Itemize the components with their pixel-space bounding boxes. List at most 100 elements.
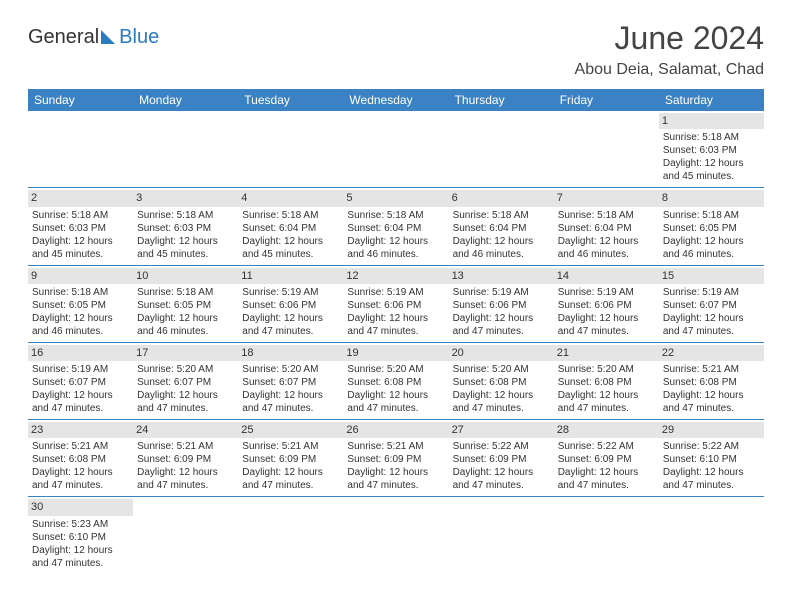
sunrise-text: Sunrise: 5:18 AM: [663, 209, 760, 222]
calendar-cell: [554, 497, 659, 574]
calendar-cell: 12 Sunrise: 5:19 AMSunset: 6:06 PMDayligh…: [343, 265, 448, 342]
calendar-row: 23Sunrise: 5:21 AMSunset: 6:08 PMDayligh…: [28, 420, 764, 497]
day-number: 5: [343, 190, 448, 206]
sunset-text: Sunset: 6:07 PM: [137, 376, 234, 389]
calendar-cell: 20Sunrise: 5:20 AMSunset: 6:08 PMDayligh…: [449, 342, 554, 419]
calendar-cell: 26Sunrise: 5:21 AMSunset: 6:09 PMDayligh…: [343, 420, 448, 497]
sunrise-text: Sunrise: 5:21 AM: [347, 440, 444, 453]
daylight-text: Daylight: 12 hours and 45 minutes.: [663, 157, 760, 183]
day-number: 27: [449, 422, 554, 438]
daylight-text: Daylight: 12 hours and 47 minutes.: [663, 389, 760, 415]
calendar-cell: 30Sunrise: 5:23 AMSunset: 6:10 PMDayligh…: [28, 497, 133, 574]
sunset-text: Sunset: 6:09 PM: [453, 453, 550, 466]
calendar-cell: [554, 111, 659, 188]
calendar-cell: 8Sunrise: 5:18 AMSunset: 6:05 PMDaylight…: [659, 188, 764, 265]
sunrise-text: Sunrise: 5:19 AM: [242, 286, 339, 299]
sunrise-text: Sunrise: 5:18 AM: [347, 209, 444, 222]
logo: General Blue: [28, 26, 159, 49]
sunrise-text: Sunrise: 5:18 AM: [663, 131, 760, 144]
calendar-cell: 22Sunrise: 5:21 AMSunset: 6:08 PMDayligh…: [659, 342, 764, 419]
daylight-text: Daylight: 12 hours and 47 minutes.: [32, 389, 129, 415]
day-number: 15: [659, 268, 764, 284]
sunrise-text: Sunrise: 5:18 AM: [242, 209, 339, 222]
sunset-text: Sunset: 6:04 PM: [242, 222, 339, 235]
day-number: 26: [343, 422, 448, 438]
calendar-cell: [659, 497, 764, 574]
sunset-text: Sunset: 6:08 PM: [347, 376, 444, 389]
sunset-text: Sunset: 6:05 PM: [32, 299, 129, 312]
calendar-row: 30Sunrise: 5:23 AMSunset: 6:10 PMDayligh…: [28, 497, 764, 574]
calendar-cell: 3Sunrise: 5:18 AMSunset: 6:03 PMDaylight…: [133, 188, 238, 265]
sunrise-text: Sunrise: 5:20 AM: [453, 363, 550, 376]
daylight-text: Daylight: 12 hours and 46 minutes.: [347, 235, 444, 261]
calendar-cell: 1Sunrise: 5:18 AMSunset: 6:03 PMDaylight…: [659, 111, 764, 188]
day-number: 6: [449, 190, 554, 206]
sunset-text: Sunset: 6:06 PM: [347, 299, 444, 312]
calendar-cell: 11Sunrise: 5:19 AMSunset: 6:06 PMDayligh…: [238, 265, 343, 342]
daylight-text: Daylight: 12 hours and 45 minutes.: [32, 235, 129, 261]
daylight-text: Daylight: 12 hours and 46 minutes.: [32, 312, 129, 338]
daylight-text: Daylight: 12 hours and 47 minutes.: [663, 312, 760, 338]
sunrise-text: Sunrise: 5:20 AM: [137, 363, 234, 376]
sunset-text: Sunset: 6:03 PM: [32, 222, 129, 235]
sunrise-text: Sunrise: 5:19 AM: [558, 286, 655, 299]
calendar-cell: [133, 497, 238, 574]
calendar-page: General Blue June 2024 Abou Deia, Salama…: [0, 0, 792, 594]
sunrise-text: Sunrise: 5:18 AM: [453, 209, 550, 222]
daylight-text: Daylight: 12 hours and 47 minutes.: [558, 312, 655, 338]
sunset-text: Sunset: 6:05 PM: [137, 299, 234, 312]
calendar-cell: 25Sunrise: 5:21 AMSunset: 6:09 PMDayligh…: [238, 420, 343, 497]
daylight-text: Daylight: 12 hours and 47 minutes.: [558, 466, 655, 492]
sunrise-text: Sunrise: 5:20 AM: [558, 363, 655, 376]
sunrise-text: Sunrise: 5:22 AM: [453, 440, 550, 453]
daylight-text: Daylight: 12 hours and 46 minutes.: [453, 235, 550, 261]
sunset-text: Sunset: 6:09 PM: [558, 453, 655, 466]
sunset-text: Sunset: 6:08 PM: [453, 376, 550, 389]
calendar-cell: 24Sunrise: 5:21 AMSunset: 6:09 PMDayligh…: [133, 420, 238, 497]
day-number: 25: [238, 422, 343, 438]
sunset-text: Sunset: 6:03 PM: [663, 144, 760, 157]
weekday-sun: Sunday: [28, 89, 133, 111]
logo-word2: Blue: [119, 26, 159, 49]
weekday-fri: Friday: [554, 89, 659, 111]
calendar-cell: 6Sunrise: 5:18 AMSunset: 6:04 PMDaylight…: [449, 188, 554, 265]
sunset-text: Sunset: 6:04 PM: [558, 222, 655, 235]
calendar-cell: [238, 111, 343, 188]
daylight-text: Daylight: 12 hours and 47 minutes.: [663, 466, 760, 492]
sunset-text: Sunset: 6:08 PM: [663, 376, 760, 389]
sunrise-text: Sunrise: 5:19 AM: [347, 286, 444, 299]
day-number: 12: [343, 268, 448, 284]
daylight-text: Daylight: 12 hours and 47 minutes.: [453, 466, 550, 492]
sunrise-text: Sunrise: 5:21 AM: [137, 440, 234, 453]
day-number: 9: [28, 268, 133, 284]
calendar-cell: 13Sunrise: 5:19 AMSunset: 6:06 PMDayligh…: [449, 265, 554, 342]
sunrise-text: Sunrise: 5:19 AM: [453, 286, 550, 299]
sunset-text: Sunset: 6:09 PM: [137, 453, 234, 466]
daylight-text: Daylight: 12 hours and 47 minutes.: [137, 389, 234, 415]
sunset-text: Sunset: 6:06 PM: [558, 299, 655, 312]
daylight-text: Daylight: 12 hours and 47 minutes.: [242, 389, 339, 415]
calendar-cell: 4Sunrise: 5:18 AMSunset: 6:04 PMDaylight…: [238, 188, 343, 265]
calendar-cell: 29Sunrise: 5:22 AMSunset: 6:10 PMDayligh…: [659, 420, 764, 497]
daylight-text: Daylight: 12 hours and 47 minutes.: [32, 466, 129, 492]
daylight-text: Daylight: 12 hours and 47 minutes.: [347, 312, 444, 338]
day-number: 11: [238, 268, 343, 284]
calendar-row: 16Sunrise: 5:19 AMSunset: 6:07 PMDayligh…: [28, 342, 764, 419]
daylight-text: Daylight: 12 hours and 47 minutes.: [32, 544, 129, 570]
sunrise-text: Sunrise: 5:21 AM: [663, 363, 760, 376]
sunset-text: Sunset: 6:08 PM: [558, 376, 655, 389]
daylight-text: Daylight: 12 hours and 46 minutes.: [137, 312, 234, 338]
weekday-tue: Tuesday: [238, 89, 343, 111]
daylight-text: Daylight: 12 hours and 47 minutes.: [242, 312, 339, 338]
sunrise-text: Sunrise: 5:18 AM: [558, 209, 655, 222]
calendar-cell: [449, 497, 554, 574]
day-number: 2: [28, 190, 133, 206]
calendar-cell: [449, 111, 554, 188]
day-number: 17: [133, 345, 238, 361]
location-text: Abou Deia, Salamat, Chad: [575, 61, 764, 79]
sunrise-text: Sunrise: 5:18 AM: [32, 286, 129, 299]
sunrise-text: Sunrise: 5:20 AM: [242, 363, 339, 376]
calendar-cell: 9 Sunrise: 5:18 AMSunset: 6:05 PMDaylight…: [28, 265, 133, 342]
daylight-text: Daylight: 12 hours and 47 minutes.: [347, 466, 444, 492]
daylight-text: Daylight: 12 hours and 45 minutes.: [137, 235, 234, 261]
